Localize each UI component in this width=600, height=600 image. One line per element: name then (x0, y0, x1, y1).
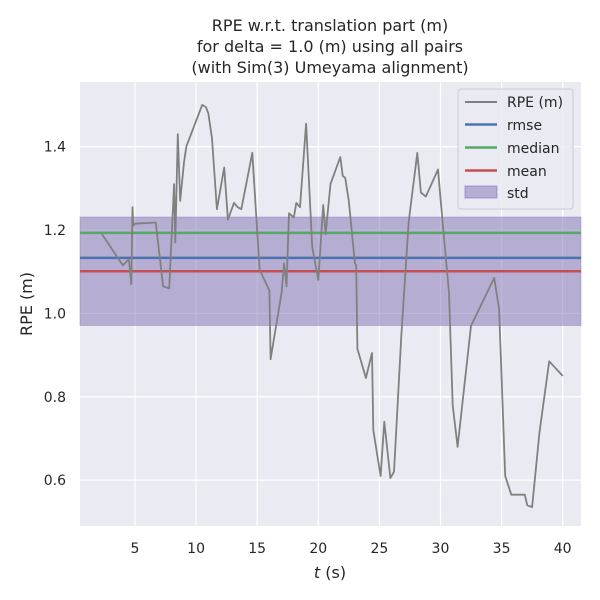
legend-label-mean: mean (507, 164, 547, 180)
y-tick-label-4: 1.4 (44, 140, 66, 156)
chart-title-line-3: (with Sim(3) Umeyama alignment) (191, 58, 468, 77)
series-group (101, 104, 564, 509)
stat-lines (80, 231, 581, 273)
legend-label-median: median (507, 141, 559, 157)
y-tick-label-2: 1.0 (44, 306, 66, 322)
x-axis-label-unit: (s) (320, 563, 346, 582)
x-axis-label: t (s) (314, 563, 346, 582)
chart-title-line-2: for delta = 1.0 (m) using all pairs (197, 37, 463, 56)
x-tick-label-3: 20 (309, 541, 327, 557)
x-tick-label-5: 30 (432, 541, 450, 557)
x-tick-label-7: 40 (554, 541, 572, 557)
legend-label-rmse: rmse (507, 118, 542, 134)
y-axis-label: RPE (m) (17, 272, 36, 336)
x-tick-label-1: 10 (187, 541, 205, 557)
axis-labels: t (s) RPE (m) (17, 272, 346, 582)
y-tick-label-1: 0.8 (44, 390, 66, 406)
tick-labels: 5 10 15 20 25 30 35 40 0.6 0.8 1.0 1.2 1.4 (44, 140, 572, 557)
x-tick-label-0: 5 (131, 541, 140, 557)
rpe-series-line (101, 104, 564, 509)
x-tick-label-4: 25 (370, 541, 388, 557)
x-tick-label-6: 35 (493, 541, 511, 557)
chart-title: RPE w.r.t. translation part (m) for delt… (191, 16, 468, 77)
chart-title-line-1: RPE w.r.t. translation part (m) (212, 16, 448, 35)
y-tick-label-3: 1.2 (44, 223, 66, 239)
legend: RPE (m) rmse median mean std (457, 88, 574, 210)
legend-box (457, 88, 574, 210)
y-tick-label-0: 0.6 (44, 473, 66, 489)
x-axis-label-var: t (314, 563, 321, 582)
legend-label-std: std (507, 186, 529, 202)
legend-label-rpe: RPE (m) (507, 95, 563, 111)
legend-handle-std (464, 185, 498, 199)
x-tick-label-2: 15 (248, 541, 266, 557)
